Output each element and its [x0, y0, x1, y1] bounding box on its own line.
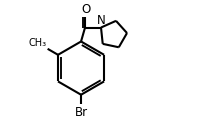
Text: O: O	[81, 3, 90, 16]
Text: Br: Br	[75, 106, 88, 119]
Text: N: N	[97, 14, 105, 27]
Text: CH₃: CH₃	[29, 38, 47, 48]
